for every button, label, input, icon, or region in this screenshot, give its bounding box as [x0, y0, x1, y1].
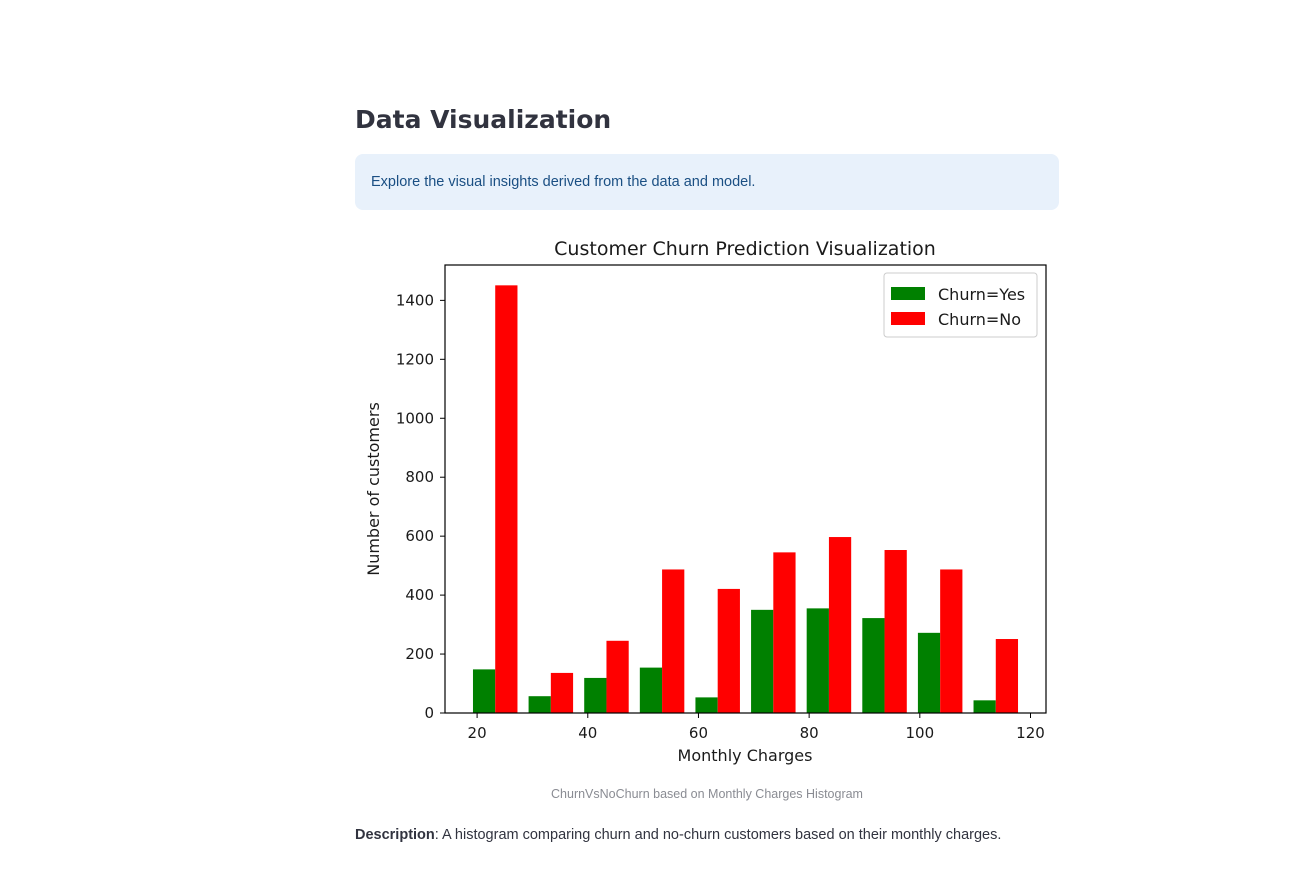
histogram-chart: Customer Churn Prediction Visualization …: [355, 226, 1059, 781]
info-alert-text: Explore the visual insights derived from…: [371, 174, 756, 190]
bar-churn-no-6: [828, 537, 852, 713]
bar-churn-yes-5: [751, 609, 774, 713]
x-tick-label-120: 120: [1016, 724, 1045, 742]
main-content: Data Visualization Explore the visual in…: [355, 96, 1059, 210]
y-tick-label-1200: 1200: [396, 350, 434, 368]
y-axis-label: Number of customers: [364, 402, 383, 576]
section-heading: Data Visualization: [355, 105, 612, 134]
bar-churn-yes-3: [639, 667, 663, 713]
bar-churn-yes-0: [472, 669, 496, 713]
y-tick-label-200: 200: [405, 645, 434, 663]
x-tick-label-60: 60: [689, 724, 708, 742]
plot-frame: [444, 264, 1047, 714]
bar-churn-yes-8: [917, 632, 941, 713]
chart-title: Customer Churn Prediction Visualization: [554, 238, 936, 260]
bar-churn-yes-4: [695, 697, 718, 713]
legend-swatch-churn-no: [891, 312, 925, 325]
bar-churn-yes-7: [862, 618, 885, 713]
y-tick-label-1000: 1000: [396, 409, 434, 427]
bar-churn-no-4: [717, 588, 740, 713]
bar-churn-yes-9: [973, 700, 996, 713]
bar-churn-no-7: [884, 550, 907, 713]
bar-churn-no-0: [495, 285, 518, 713]
y-tick-label-0: 0: [424, 704, 434, 722]
chart-legend: Churn=Yes Churn=No: [883, 272, 1038, 338]
description-text: : A histogram comparing churn and no-chu…: [434, 827, 1002, 843]
chart-description: Description: A histogram comparing churn…: [355, 827, 1255, 843]
description-label: Description: [355, 827, 435, 843]
legend-label-churn-yes: Churn=Yes: [938, 285, 1025, 304]
x-axis-label: Monthly Charges: [678, 746, 813, 765]
x-tick-label-40: 40: [578, 724, 597, 742]
info-alert: Explore the visual insights derived from…: [355, 154, 1059, 210]
bar-churn-no-5: [773, 552, 796, 713]
x-tick-label-100: 100: [906, 724, 935, 742]
bar-churn-no-9: [995, 639, 1019, 713]
bar-churn-no-8: [940, 569, 963, 713]
y-tick-label-400: 400: [405, 586, 434, 604]
y-tick-label-800: 800: [405, 468, 434, 486]
y-tick-label-600: 600: [405, 527, 434, 545]
legend-label-churn-no: Churn=No: [938, 310, 1021, 329]
bar-churn-no-2: [606, 640, 629, 713]
x-tick-label-20: 20: [468, 724, 487, 742]
chart-caption: ChurnVsNoChurn based on Monthly Charges …: [551, 787, 863, 801]
bar-churn-no-3: [662, 569, 685, 713]
bar-churn-yes-6: [806, 608, 829, 713]
bar-churn-yes-2: [584, 677, 607, 713]
bars-layer: [472, 285, 1019, 713]
y-tick-label-1400: 1400: [396, 291, 434, 309]
chart-svg: Customer Churn Prediction Visualization …: [355, 226, 1059, 781]
bar-churn-no-1: [550, 672, 574, 713]
bar-churn-yes-1: [528, 696, 551, 713]
x-tick-label-80: 80: [800, 724, 819, 742]
legend-swatch-churn-yes: [891, 287, 925, 300]
